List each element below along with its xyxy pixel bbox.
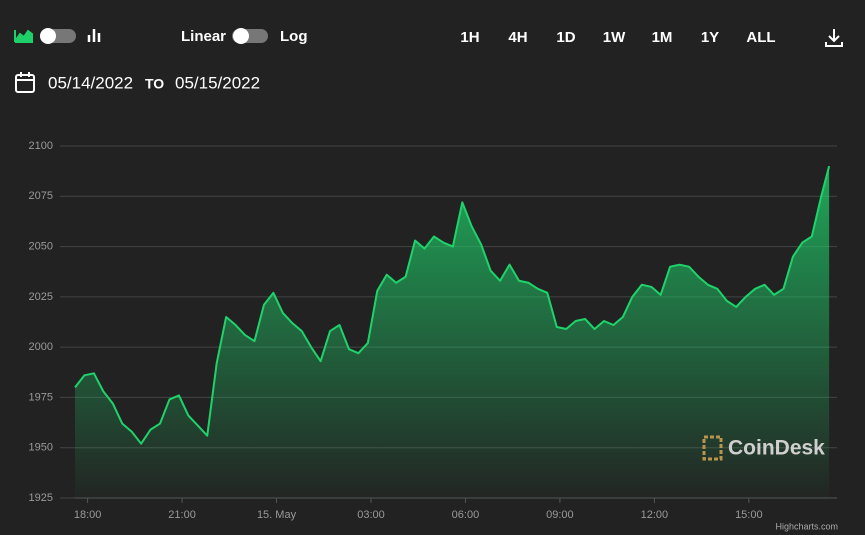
y-tick-label: 1975 [29, 391, 53, 403]
x-tick-label: 06:00 [452, 509, 480, 521]
date-to[interactable]: 05/15/2022 [175, 73, 260, 92]
x-tick-label: 12:00 [641, 509, 669, 521]
range-button[interactable]: ALL [746, 29, 775, 46]
calendar-icon[interactable] [15, 72, 35, 93]
y-tick-label: 1950 [29, 442, 53, 454]
y-tick-label: 2025 [29, 291, 53, 303]
date-to-word: TO [145, 76, 164, 92]
download-icon[interactable] [825, 29, 843, 47]
range-button[interactable]: 1M [652, 29, 673, 46]
y-tick-label: 2075 [29, 190, 53, 202]
range-button[interactable]: 1Y [701, 29, 719, 46]
chart-kind-toggle[interactable] [14, 28, 101, 44]
watermark-text: CoinDesk [728, 437, 825, 460]
y-tick-label: 2000 [29, 341, 53, 353]
range-button[interactable]: 1D [556, 29, 575, 46]
area [75, 166, 830, 498]
range-button[interactable]: 4H [508, 29, 527, 46]
y-tick-label: 1925 [29, 492, 53, 504]
x-tick-label: 21:00 [168, 509, 196, 521]
x-tick-label: 03:00 [357, 509, 385, 521]
watermark: CoinDesk [702, 435, 825, 461]
x-tick-label: 09:00 [546, 509, 574, 521]
date-from[interactable]: 05/14/2022 [48, 73, 133, 92]
range-button[interactable]: 1H [460, 29, 479, 46]
log-label: Log [280, 28, 308, 45]
x-tick-label: 18:00 [74, 509, 102, 521]
y-tick-label: 2050 [29, 240, 53, 252]
credit: Highcharts.com [775, 521, 838, 531]
x-tick-label: 15. May [257, 509, 297, 521]
scale-toggle[interactable] [232, 28, 268, 44]
range-button[interactable]: 1W [603, 29, 626, 46]
x-tick-label: 15:00 [735, 509, 763, 521]
linear-label: Linear [181, 28, 226, 45]
line [74, 165, 831, 445]
y-tick-label: 2100 [29, 140, 53, 152]
